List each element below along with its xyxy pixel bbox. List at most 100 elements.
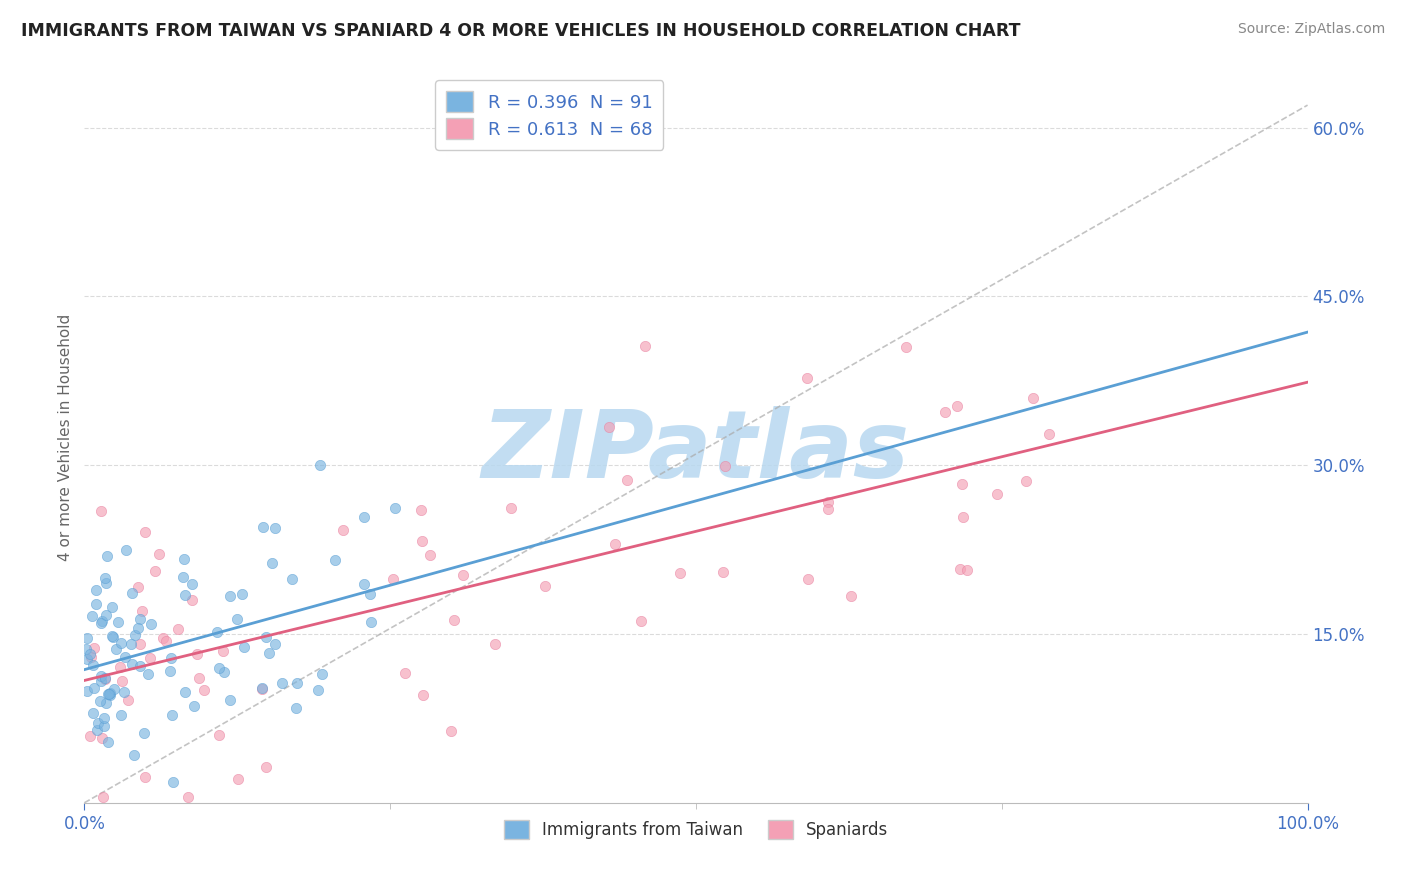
Point	[419, 548, 441, 562]
Point	[110, 707, 132, 722]
Point	[173, 551, 195, 566]
Legend: Immigrants from Taiwan, Spaniards: Immigrants from Taiwan, Spaniards	[496, 814, 896, 846]
Point	[90, 503, 112, 517]
Text: IMMIGRANTS FROM TAIWAN VS SPANIARD 4 OR MORE VEHICLES IN HOUSEHOLD CORRELATION C: IMMIGRANTS FROM TAIWAN VS SPANIARD 4 OR …	[21, 22, 1021, 40]
Y-axis label: 4 or more Vehicles in Household: 4 or more Vehicles in Household	[58, 313, 73, 561]
Point	[94, 672, 117, 686]
Point	[96, 687, 118, 701]
Point	[307, 682, 329, 697]
Point	[82, 706, 104, 720]
Point	[87, 715, 110, 730]
Point	[79, 729, 101, 743]
Point	[103, 681, 125, 696]
Point	[93, 719, 115, 733]
Point	[252, 681, 274, 695]
Point	[934, 404, 956, 418]
Point	[534, 579, 557, 593]
Point	[94, 671, 117, 685]
Point	[257, 646, 280, 660]
Point	[174, 588, 197, 602]
Point	[225, 612, 247, 626]
Point	[132, 725, 155, 739]
Point	[598, 419, 620, 434]
Point	[711, 566, 734, 580]
Point	[80, 609, 103, 624]
Point	[411, 503, 433, 517]
Point	[93, 711, 115, 725]
Point	[120, 637, 142, 651]
Text: Source: ZipAtlas.com: Source: ZipAtlas.com	[1237, 22, 1385, 37]
Point	[134, 524, 156, 539]
Point	[134, 771, 156, 785]
Point	[82, 657, 104, 672]
Point	[193, 683, 215, 698]
Point	[143, 564, 166, 578]
Point	[79, 647, 101, 661]
Point	[84, 583, 107, 598]
Point	[226, 772, 249, 787]
Point	[115, 543, 138, 558]
Point	[162, 707, 184, 722]
Point	[634, 339, 657, 353]
Point	[104, 642, 127, 657]
Point	[76, 631, 98, 645]
Point	[183, 699, 205, 714]
Point	[231, 587, 253, 601]
Point	[94, 576, 117, 591]
Point	[1015, 474, 1038, 488]
Point	[112, 685, 135, 699]
Point	[311, 667, 333, 681]
Point	[98, 685, 121, 699]
Point	[96, 696, 118, 710]
Point	[986, 487, 1008, 501]
Point	[136, 667, 159, 681]
Point	[128, 637, 150, 651]
Point	[155, 634, 177, 648]
Point	[162, 774, 184, 789]
Point	[121, 586, 143, 600]
Point	[174, 684, 197, 698]
Point	[207, 625, 229, 640]
Point	[188, 671, 211, 685]
Point	[285, 701, 308, 715]
Point	[160, 651, 183, 665]
Point	[110, 636, 132, 650]
Point	[139, 651, 162, 665]
Point	[80, 650, 103, 665]
Point	[86, 723, 108, 738]
Point	[127, 621, 149, 635]
Point	[281, 572, 304, 586]
Point	[1038, 427, 1060, 442]
Point	[208, 661, 231, 675]
Point	[353, 577, 375, 591]
Point	[839, 589, 862, 603]
Point	[411, 533, 433, 548]
Point	[233, 640, 256, 655]
Point	[91, 614, 114, 628]
Point	[211, 644, 233, 658]
Point	[359, 587, 381, 601]
Point	[353, 510, 375, 524]
Point	[90, 616, 112, 631]
Point	[76, 651, 98, 665]
Point	[287, 676, 309, 690]
Point	[208, 728, 231, 742]
Point	[252, 520, 274, 534]
Point	[90, 731, 112, 746]
Point	[98, 687, 121, 701]
Point	[817, 501, 839, 516]
Point	[129, 659, 152, 673]
Point	[817, 494, 839, 508]
Point	[139, 617, 162, 632]
Point	[271, 675, 294, 690]
Point	[117, 693, 139, 707]
Point	[100, 599, 122, 614]
Point	[412, 688, 434, 702]
Point	[499, 501, 522, 516]
Point	[107, 615, 129, 629]
Point	[97, 735, 120, 749]
Point	[254, 630, 277, 644]
Point	[127, 580, 149, 594]
Point	[110, 660, 132, 674]
Point	[131, 603, 153, 617]
